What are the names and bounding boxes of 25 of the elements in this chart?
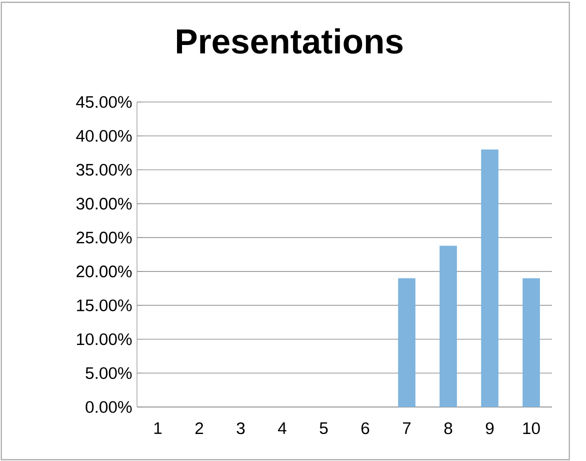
y-tick-label: 0.00% xyxy=(86,401,132,413)
y-tick-label: 15.00% xyxy=(77,299,132,312)
x-tick-label: 1 xyxy=(154,422,162,434)
x-tick-label: 4 xyxy=(278,422,286,434)
bar xyxy=(398,278,416,408)
x-tick-label: 3 xyxy=(236,422,245,434)
x-tick-label: 2 xyxy=(195,422,204,434)
x-tick-label: 7 xyxy=(402,422,411,434)
y-tick-label: 40.00% xyxy=(76,130,132,142)
y-tick-label: 25.00% xyxy=(76,232,132,244)
bar xyxy=(440,246,457,408)
y-tick-label: 30.00% xyxy=(76,198,132,210)
y-tick-label: 35.00% xyxy=(76,164,132,176)
y-tick-label: 20.00% xyxy=(76,266,132,278)
x-tick-label: 10 xyxy=(523,422,540,434)
chart-title: Presentations xyxy=(177,28,403,54)
y-tick-label: 5.00% xyxy=(86,367,132,380)
x-tick-label: 9 xyxy=(486,422,494,434)
bar xyxy=(481,149,498,408)
x-tick-label: 8 xyxy=(444,422,452,434)
y-tick-label: 45.00% xyxy=(76,96,132,108)
x-tick-label: 5 xyxy=(320,422,328,434)
y-tick-label: 10.00% xyxy=(77,333,132,346)
bar xyxy=(522,278,540,408)
x-tick-label: 6 xyxy=(361,422,370,434)
